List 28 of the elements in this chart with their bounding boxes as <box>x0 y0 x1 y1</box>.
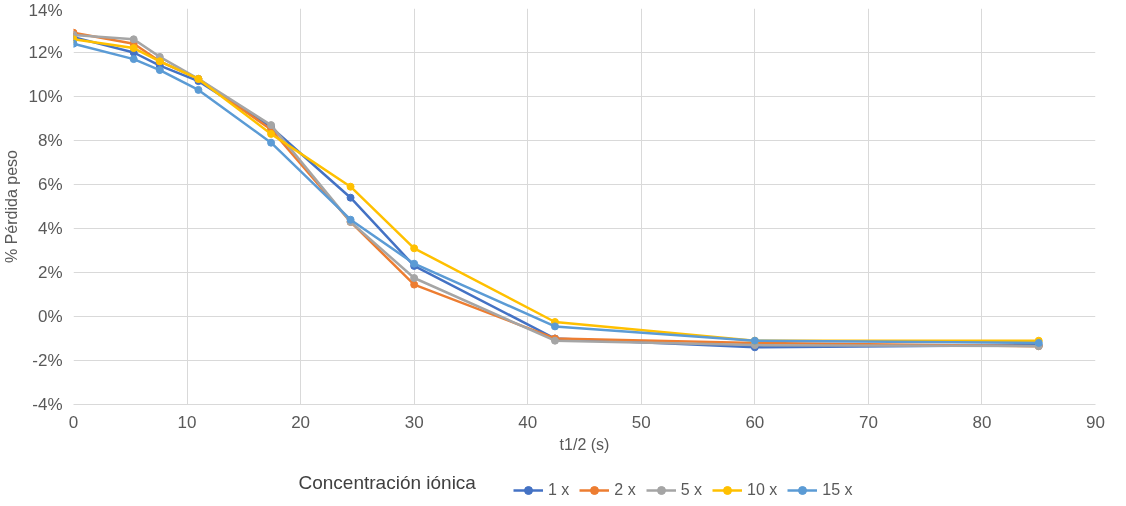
y-tick-label: 8% <box>37 131 63 150</box>
y-tick-label: 0% <box>37 307 63 326</box>
y-tick-label: 6% <box>37 175 63 194</box>
y-tick-label: -4% <box>32 395 63 414</box>
x-tick-label: 60 <box>745 412 765 432</box>
y-tick-label: 10% <box>28 87 63 106</box>
y-tick-label: -2% <box>32 351 63 370</box>
x-tick-label: 20 <box>291 412 311 432</box>
x-tick-label: 30 <box>404 412 424 432</box>
x-tick-label: 40 <box>518 412 538 432</box>
legend-label: 2 x <box>614 481 636 499</box>
legend-label: 10 x <box>747 481 778 499</box>
y-tick-label: 2% <box>37 263 63 282</box>
legend-label: 1 x <box>548 481 570 499</box>
legend-label: 15 x <box>822 481 853 499</box>
x-tick-label: 70 <box>858 412 878 432</box>
x-tick-label: 10 <box>177 412 197 432</box>
x-tick-label: 80 <box>972 412 992 432</box>
y-tick-label: 12% <box>28 43 63 62</box>
x-tick-label: 90 <box>1086 412 1105 432</box>
y-tick-label: 4% <box>37 219 63 238</box>
x-tick-label: 0 <box>68 412 79 432</box>
y-axis-title: % Pérdida peso <box>3 149 21 263</box>
legend-label: 5 x <box>680 481 703 499</box>
x-tick-label: 50 <box>631 412 651 432</box>
x-axis-title: t1/2 (s) <box>559 435 610 453</box>
y-tick-label: 14% <box>28 0 63 20</box>
legend-title: Concentración iónica <box>298 471 477 493</box>
